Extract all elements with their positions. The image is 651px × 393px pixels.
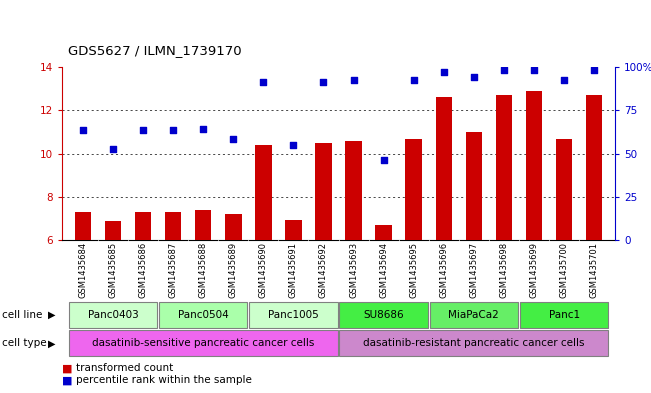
Point [168, 127, 178, 133]
Text: GSM1435691: GSM1435691 [289, 242, 298, 298]
Text: cell type: cell type [2, 338, 47, 349]
Text: GDS5627 / ILMN_1739170: GDS5627 / ILMN_1739170 [68, 44, 242, 57]
Point [228, 135, 238, 141]
Text: SU8686: SU8686 [363, 310, 404, 320]
Text: GSM1435688: GSM1435688 [199, 242, 208, 298]
Bar [430, 302, 518, 328]
Bar [436, 97, 452, 240]
Bar [339, 331, 608, 356]
Text: GSM1435689: GSM1435689 [229, 242, 238, 298]
Point [439, 68, 449, 75]
Point [408, 77, 419, 83]
Bar [465, 132, 482, 240]
Bar [255, 145, 271, 240]
Text: Panc0504: Panc0504 [178, 310, 229, 320]
Bar [165, 212, 182, 240]
Bar [406, 139, 422, 240]
Text: GSM1435686: GSM1435686 [139, 242, 148, 298]
Text: GSM1435692: GSM1435692 [319, 242, 328, 298]
Point [318, 79, 329, 85]
Text: GSM1435693: GSM1435693 [349, 242, 358, 298]
Text: percentile rank within the sample: percentile rank within the sample [76, 375, 252, 385]
Text: transformed count: transformed count [76, 364, 173, 373]
Point [77, 127, 88, 133]
Bar [345, 141, 362, 240]
Text: GSM1435701: GSM1435701 [590, 242, 599, 298]
Bar [526, 91, 542, 240]
Point [138, 127, 148, 133]
Point [559, 77, 569, 83]
Point [589, 67, 600, 73]
Point [108, 146, 118, 152]
Text: Panc1005: Panc1005 [268, 310, 319, 320]
Text: ■: ■ [62, 375, 72, 385]
Bar [159, 302, 247, 328]
Bar [135, 212, 151, 240]
Bar [520, 302, 608, 328]
Text: GSM1435695: GSM1435695 [409, 242, 418, 298]
Text: GSM1435690: GSM1435690 [259, 242, 268, 298]
Bar [315, 143, 332, 240]
Text: GSM1435684: GSM1435684 [78, 242, 87, 298]
Text: Panc1: Panc1 [549, 310, 579, 320]
Bar [586, 95, 602, 240]
Bar [69, 331, 338, 356]
Text: dasatinib-resistant pancreatic cancer cells: dasatinib-resistant pancreatic cancer ce… [363, 338, 585, 349]
Text: GSM1435696: GSM1435696 [439, 242, 449, 298]
Text: GSM1435685: GSM1435685 [109, 242, 117, 298]
Bar [195, 210, 212, 240]
Point [198, 126, 208, 132]
Text: GSM1435694: GSM1435694 [379, 242, 388, 298]
Bar [75, 212, 91, 240]
Point [348, 77, 359, 83]
Text: Panc0403: Panc0403 [88, 310, 139, 320]
Point [378, 157, 389, 163]
Text: GSM1435698: GSM1435698 [499, 242, 508, 298]
Text: GSM1435700: GSM1435700 [560, 242, 568, 298]
Point [529, 67, 539, 73]
Point [499, 67, 509, 73]
Text: GSM1435697: GSM1435697 [469, 242, 478, 298]
Bar [285, 220, 301, 240]
Point [258, 79, 269, 85]
Text: GSM1435699: GSM1435699 [529, 242, 538, 298]
Text: dasatinib-sensitive pancreatic cancer cells: dasatinib-sensitive pancreatic cancer ce… [92, 338, 314, 349]
Bar [225, 214, 242, 240]
Bar [339, 302, 428, 328]
Text: ■: ■ [62, 364, 72, 373]
Text: cell line: cell line [2, 310, 42, 320]
Bar [376, 225, 392, 240]
Bar [249, 302, 338, 328]
Point [469, 74, 479, 80]
Bar [69, 302, 157, 328]
Text: ▶: ▶ [48, 338, 55, 349]
Text: ▶: ▶ [48, 310, 55, 320]
Bar [495, 95, 512, 240]
Bar [105, 220, 121, 240]
Text: MiaPaCa2: MiaPaCa2 [449, 310, 499, 320]
Point [288, 142, 299, 148]
Bar [556, 139, 572, 240]
Text: GSM1435687: GSM1435687 [169, 242, 178, 298]
